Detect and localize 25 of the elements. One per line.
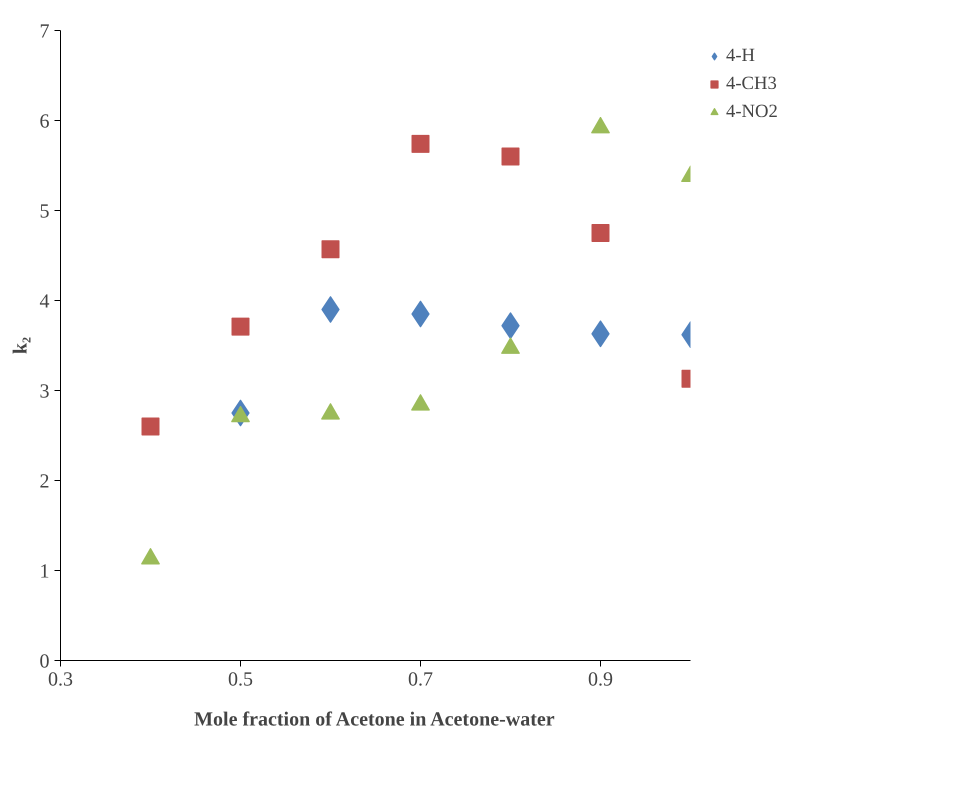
x-tick-label: 0.5 (228, 668, 253, 690)
point (592, 224, 610, 242)
x-tick-label: 0.9 (588, 668, 613, 690)
y-tick-label: 4 (40, 290, 50, 312)
point (232, 318, 250, 336)
y-tick-label: 2 (40, 470, 50, 492)
y-tick-label: 7 (40, 20, 50, 42)
point (411, 300, 430, 328)
point (322, 240, 340, 258)
point (142, 418, 160, 436)
point (412, 134, 430, 153)
x-tick-label: 0.3 (48, 668, 73, 690)
legend-label: 4-NO2 (726, 101, 778, 123)
point (321, 296, 340, 323)
legend-label: 4-CH3 (726, 73, 777, 95)
y-tick-label: 3 (40, 380, 50, 402)
y-tick-label: 5 (40, 200, 50, 222)
y-tick-label: 1 (40, 560, 50, 582)
y-tick-label: 0 (40, 650, 50, 672)
point (502, 148, 520, 166)
y-axis-title: k₂ (10, 336, 32, 354)
x-axis-title: Mole fraction of Acetone in Acetone-water (194, 708, 555, 730)
legend-label: 4-H (726, 45, 756, 67)
x-tick-label: 0.7 (408, 668, 433, 690)
y-tick-label: 6 (40, 110, 50, 132)
